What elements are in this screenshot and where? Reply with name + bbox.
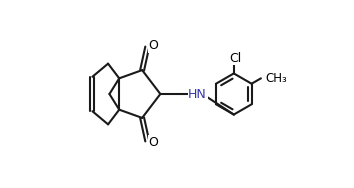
Text: O: O <box>148 39 158 52</box>
Text: CH₃: CH₃ <box>265 72 287 85</box>
Text: HN: HN <box>188 87 207 101</box>
Text: O: O <box>148 136 158 149</box>
Text: Cl: Cl <box>229 52 241 65</box>
